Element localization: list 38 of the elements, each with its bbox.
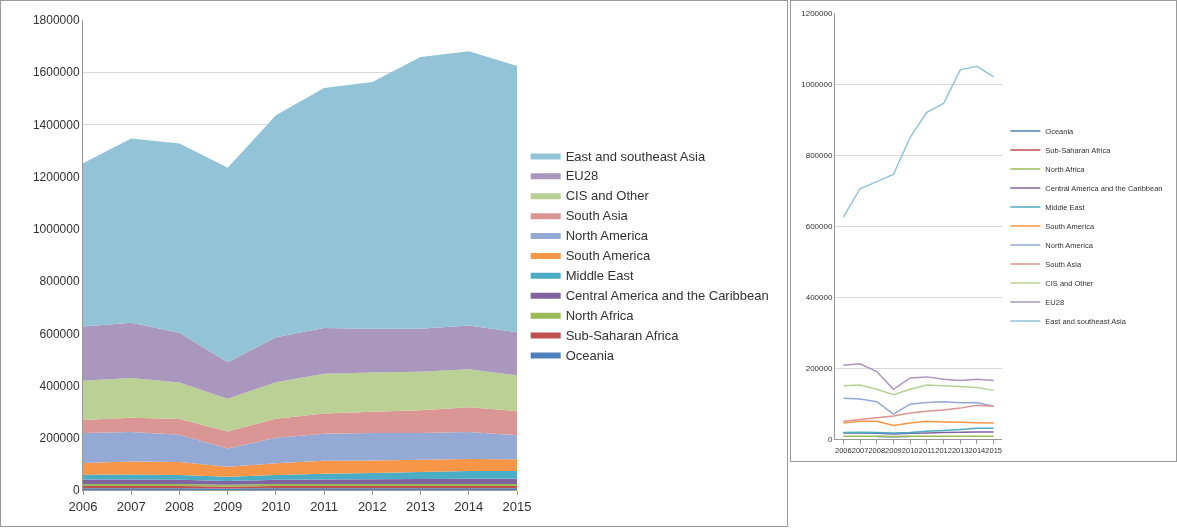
legend-label: South Asia [565, 208, 629, 224]
legend-label: EU28 [565, 168, 599, 184]
legend-label: Sub-Saharan Africa [565, 327, 680, 343]
y-tick-label: 800000 [805, 150, 833, 160]
legend-label: North Africa [565, 307, 635, 323]
y-tick-label: 1200000 [801, 8, 833, 18]
legend-label: East and southeast Asia [565, 148, 706, 164]
x-tick-label: 2008 [164, 498, 194, 514]
y-tick-label: 200000 [39, 430, 80, 445]
legend-label: North America [565, 228, 649, 244]
x-tick-label: 2013 [406, 498, 436, 514]
x-tick-label: 2006 [68, 498, 98, 514]
legend-label: Central America and the Caribbean [565, 287, 769, 303]
y-tick-label: 1200000 [32, 169, 80, 184]
legend-label: Middle East [565, 267, 634, 283]
x-tick-label: 2014 [454, 498, 484, 514]
y-tick-label: 0 [827, 434, 833, 444]
y-tick-label: 1400000 [32, 117, 80, 132]
y-tick-label: 1800000 [32, 13, 80, 28]
y-tick-label: 1000000 [32, 222, 80, 237]
x-tick-label: 2012 [357, 498, 387, 514]
x-tick-label: 2011 [310, 498, 339, 514]
y-tick-label: 0 [72, 483, 80, 498]
y-tick-label: 800000 [39, 274, 80, 289]
y-tick-label: 1000000 [801, 79, 833, 89]
y-tick-label: 200000 [805, 363, 833, 373]
x-tick-label: 2010 [261, 498, 291, 514]
y-tick-label: 1600000 [32, 65, 80, 80]
x-tick-label: 2015 [502, 498, 532, 514]
x-tick-label: 2009 [213, 498, 243, 514]
legend-label: CIS and Other [565, 188, 650, 204]
legend-label: Oceania [565, 347, 615, 363]
legend-label: South America [565, 248, 651, 264]
y-tick-label: 400000 [805, 292, 833, 302]
y-tick-label: 600000 [805, 221, 833, 231]
y-tick-label: 400000 [39, 378, 80, 393]
y-tick-label: 600000 [39, 326, 80, 341]
x-tick-label: 2007 [116, 498, 146, 514]
